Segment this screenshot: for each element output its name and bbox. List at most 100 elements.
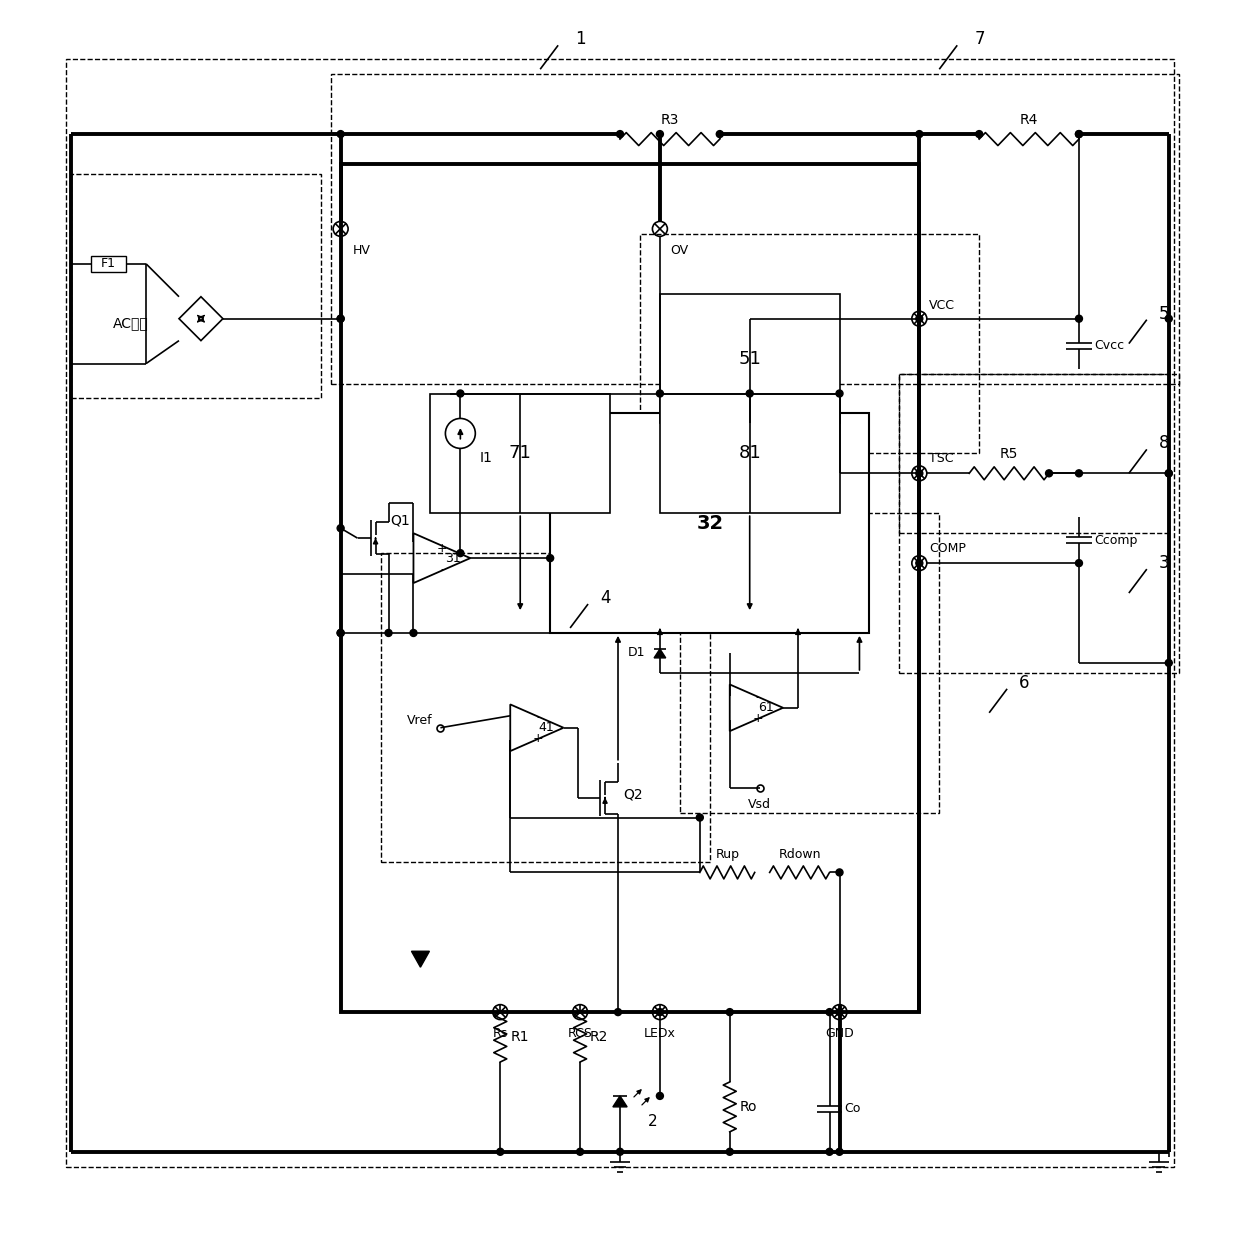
Bar xyxy=(71,174,321,398)
Circle shape xyxy=(337,131,345,138)
Bar xyxy=(899,374,1169,533)
Circle shape xyxy=(616,131,624,138)
Text: Vref: Vref xyxy=(407,714,433,727)
Circle shape xyxy=(337,316,345,322)
Circle shape xyxy=(577,1148,584,1155)
Circle shape xyxy=(456,550,464,556)
Bar xyxy=(660,393,839,513)
Circle shape xyxy=(717,131,723,138)
Polygon shape xyxy=(412,951,429,967)
Text: Ccomp: Ccomp xyxy=(1094,534,1137,546)
Text: Cvcc: Cvcc xyxy=(1094,339,1123,353)
Text: 5: 5 xyxy=(1159,305,1169,323)
Circle shape xyxy=(656,131,663,138)
Circle shape xyxy=(497,1148,503,1155)
Bar xyxy=(640,234,980,454)
Circle shape xyxy=(456,390,464,397)
Circle shape xyxy=(826,1148,833,1155)
Circle shape xyxy=(916,560,923,567)
Circle shape xyxy=(547,555,553,561)
Circle shape xyxy=(1075,131,1083,138)
Circle shape xyxy=(656,1092,663,1100)
Circle shape xyxy=(337,630,345,636)
Bar xyxy=(551,413,869,633)
Circle shape xyxy=(656,1009,663,1016)
Circle shape xyxy=(337,525,345,531)
Circle shape xyxy=(1075,131,1083,138)
Circle shape xyxy=(1166,470,1172,477)
Text: I1: I1 xyxy=(480,451,492,465)
Bar xyxy=(92,255,126,271)
Text: Vsd: Vsd xyxy=(748,798,771,810)
Circle shape xyxy=(615,1009,621,1016)
Text: TSC: TSC xyxy=(929,453,954,465)
Circle shape xyxy=(1075,560,1083,567)
Circle shape xyxy=(337,316,345,322)
Circle shape xyxy=(836,1009,843,1016)
Circle shape xyxy=(337,630,345,636)
Text: 8: 8 xyxy=(1159,434,1169,453)
Text: 81: 81 xyxy=(738,444,761,462)
Text: +: + xyxy=(436,541,448,555)
Polygon shape xyxy=(613,1096,627,1107)
Circle shape xyxy=(916,131,923,138)
Text: GND: GND xyxy=(825,1027,854,1041)
Circle shape xyxy=(1166,470,1172,477)
Text: Q1: Q1 xyxy=(391,513,410,528)
Text: -: - xyxy=(536,711,541,724)
Text: -: - xyxy=(755,692,760,704)
Bar xyxy=(341,164,919,1012)
Text: Ro: Ro xyxy=(740,1100,758,1113)
Text: 3: 3 xyxy=(1159,554,1169,572)
Bar xyxy=(430,393,610,513)
Text: F1: F1 xyxy=(102,258,117,270)
Circle shape xyxy=(410,630,417,636)
Text: 7: 7 xyxy=(975,31,985,48)
Circle shape xyxy=(916,470,923,477)
Text: Q2: Q2 xyxy=(622,788,642,801)
Bar xyxy=(66,59,1174,1166)
Text: 71: 71 xyxy=(508,444,532,462)
Text: R3: R3 xyxy=(661,113,680,127)
Text: 4: 4 xyxy=(600,589,610,607)
Text: HV: HV xyxy=(352,244,371,256)
Text: R2: R2 xyxy=(590,1030,609,1044)
Text: Co: Co xyxy=(844,1102,861,1116)
Circle shape xyxy=(1166,316,1172,322)
Bar xyxy=(381,554,709,862)
Text: Rup: Rup xyxy=(715,848,739,862)
Text: D1: D1 xyxy=(627,646,645,660)
Circle shape xyxy=(836,1148,843,1155)
Text: OV: OV xyxy=(670,244,688,256)
Text: 41: 41 xyxy=(538,721,554,734)
Circle shape xyxy=(976,131,982,138)
Text: COMP: COMP xyxy=(929,543,966,555)
Bar xyxy=(660,293,839,423)
Text: LEDx: LEDx xyxy=(644,1027,676,1041)
Text: R5: R5 xyxy=(999,448,1018,461)
Circle shape xyxy=(916,316,923,322)
Text: 61: 61 xyxy=(758,702,774,714)
Text: 51: 51 xyxy=(738,350,761,367)
Circle shape xyxy=(1166,660,1172,666)
Bar xyxy=(680,513,939,813)
Text: VCC: VCC xyxy=(929,298,955,312)
Circle shape xyxy=(746,390,753,397)
Circle shape xyxy=(697,814,703,821)
Text: R4: R4 xyxy=(1019,113,1038,127)
Circle shape xyxy=(616,1148,624,1155)
Circle shape xyxy=(1045,470,1053,477)
Text: 32: 32 xyxy=(696,514,723,533)
Circle shape xyxy=(727,1009,733,1016)
Text: 31: 31 xyxy=(445,551,461,565)
Circle shape xyxy=(836,869,843,875)
Text: 6: 6 xyxy=(1019,674,1029,692)
Circle shape xyxy=(836,390,843,397)
Text: RCS: RCS xyxy=(568,1027,593,1041)
Text: 1: 1 xyxy=(575,31,585,48)
Text: -: - xyxy=(440,562,445,576)
Bar xyxy=(899,374,1179,673)
Circle shape xyxy=(826,1009,833,1016)
Text: R1: R1 xyxy=(510,1030,528,1044)
Bar xyxy=(331,74,1179,383)
